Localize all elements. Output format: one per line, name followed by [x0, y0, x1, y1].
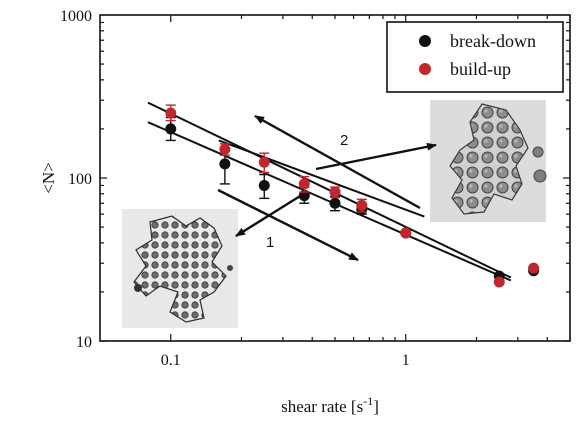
data-point-break-down [165, 123, 177, 135]
x-tick-label: 0.1 [161, 352, 181, 369]
aggregate-compact-shape [449, 103, 529, 215]
inset-aggregate-loose [122, 209, 238, 328]
x-axis-title: shear rate [s-1] [281, 394, 379, 416]
arrow-trend-1 [217, 188, 359, 262]
y-tick-label: 100 [68, 171, 92, 188]
data-point-build-up [329, 186, 341, 198]
axis-ticks: 0.1 1 10 100 1000 [60, 8, 571, 369]
data-point-build-up [493, 276, 505, 288]
y-axis-title: <N> [39, 162, 58, 193]
data-point-build-up [356, 199, 368, 211]
data-series [165, 104, 540, 288]
fit-line [218, 139, 425, 218]
aggregate-loose-shape [133, 215, 227, 323]
legend-label-break-down: break-down [450, 31, 536, 51]
x-axis-title-main: shear rate [s [281, 397, 363, 416]
data-point-break-down [298, 190, 310, 202]
data-point-build-up [400, 227, 412, 239]
inset-aggregate-compact [430, 100, 547, 222]
data-point-build-up [219, 143, 231, 155]
legend-box [386, 21, 564, 93]
annotation-arrows [217, 114, 437, 262]
data-point-break-down [329, 197, 341, 209]
legend-marker-build-up [419, 63, 431, 75]
legend-label-build-up: build-up [450, 59, 511, 79]
y-tick-label: 1000 [60, 8, 92, 25]
data-point-build-up [298, 178, 310, 190]
series-build-up [165, 104, 540, 288]
fit-line [147, 121, 512, 282]
legend: break-down build-up [386, 21, 564, 93]
x-axis-title-exponent: -1 [363, 394, 373, 408]
fit-line [147, 101, 512, 279]
data-point-break-down [258, 179, 270, 191]
data-point-build-up [528, 262, 540, 274]
arrow-trend-2 [254, 114, 421, 210]
x-axis-title-suffix: ] [373, 397, 379, 416]
data-point-build-up [165, 107, 177, 119]
x-tick-label: 1 [402, 352, 410, 369]
annotation-label-1: 1 [266, 234, 274, 251]
arrow-to-compact-aggregate [315, 142, 437, 171]
fit-lines [147, 101, 512, 282]
legend-marker-break-down [419, 35, 431, 47]
arrow-to-loose-aggregate [235, 191, 306, 238]
y-tick-label: 10 [76, 334, 92, 351]
data-point-break-down [219, 158, 231, 170]
data-point-build-up [258, 156, 270, 168]
annotation-label-2: 2 [340, 132, 348, 149]
